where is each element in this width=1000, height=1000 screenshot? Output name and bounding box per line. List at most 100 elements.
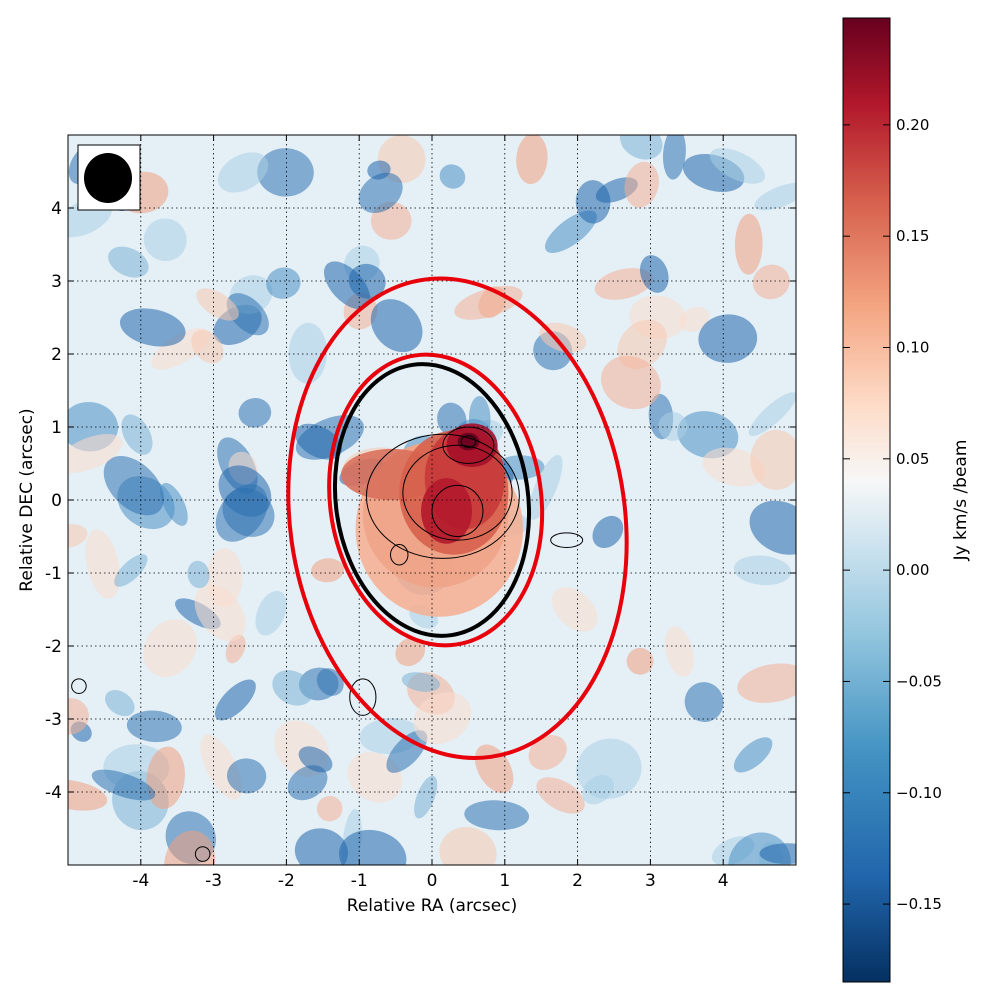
contour-line	[71, 678, 87, 694]
noise-blob	[266, 267, 301, 299]
noise-blob	[143, 218, 187, 262]
noise-blob	[316, 795, 343, 822]
noise-blob	[226, 293, 269, 336]
contour-line	[460, 435, 477, 448]
source-layer	[421, 478, 473, 544]
noise-blob	[91, 769, 156, 801]
y-tick-label: 3	[51, 272, 62, 292]
noise-blob	[619, 135, 663, 160]
colorbar-tick-label: 0.05	[896, 450, 929, 468]
x-axis-title: Relative RA (arcsec)	[347, 896, 517, 916]
x-tick-label: -1	[351, 871, 368, 891]
noise-blob	[539, 322, 587, 353]
noise-blob	[114, 554, 148, 587]
y-tick-label: -3	[45, 710, 62, 730]
intensity-map	[68, 135, 796, 865]
contour-line	[402, 444, 513, 541]
colorbar: −0.15 −0.10 −0.05 0.00 0.05 0.10 0.15 0.20 Jy k…	[842, 17, 971, 983]
x-tick-label: 2	[572, 871, 583, 891]
noise-blob	[754, 182, 796, 211]
y-tick-label: -2	[45, 637, 62, 657]
noise-blob	[439, 164, 466, 189]
colorbar-title: Jy km/s /beam	[951, 440, 971, 562]
noise-blob	[370, 299, 423, 353]
noise-blob	[464, 800, 530, 831]
noise-blob	[551, 587, 598, 632]
noise-blob	[338, 829, 407, 865]
noise-blob	[103, 456, 164, 516]
noise-blob	[68, 779, 108, 811]
y-axis-title: Relative DEC (arcsec)	[17, 408, 37, 591]
noise-blob	[146, 746, 185, 810]
contour-line	[390, 544, 409, 566]
noise-blob	[121, 414, 153, 455]
noise-blob	[255, 590, 287, 636]
noise-blob	[68, 698, 89, 735]
colorbar-tick-label: 0.10	[896, 338, 929, 356]
noise-blob	[414, 775, 438, 819]
noise-blob	[679, 306, 710, 332]
noise-blob	[196, 288, 239, 321]
noise-blob	[582, 774, 614, 805]
noise-blob	[287, 765, 328, 801]
noise-blob	[749, 500, 796, 555]
y-tick-label: -1	[45, 564, 62, 584]
noise-blob	[194, 584, 246, 642]
noise-blob	[191, 329, 224, 364]
x-tick-label: 1	[499, 871, 510, 891]
x-tick-label: 4	[718, 871, 729, 891]
noise-blob	[601, 355, 661, 410]
noise-blob	[108, 246, 149, 278]
noise-blob	[85, 529, 120, 599]
noise-blob	[663, 135, 686, 180]
y-tick-label: 0	[51, 491, 62, 511]
noise-blob	[215, 484, 268, 542]
noise-blob	[710, 148, 765, 184]
noise-blob	[226, 758, 267, 794]
contour-line	[349, 678, 377, 716]
noise-blob	[592, 515, 624, 549]
noise-blob	[323, 261, 371, 310]
noise-blob	[214, 679, 256, 721]
noise-blob	[225, 634, 246, 664]
aperture-ellipse	[332, 362, 532, 638]
noise-blob	[272, 670, 314, 706]
contours	[71, 426, 584, 862]
aperture-ellipse	[286, 276, 629, 760]
noise-blob	[698, 314, 758, 363]
noise-blob	[386, 730, 428, 773]
colorbar-tick-label: 0.20	[896, 116, 929, 134]
y-tick-label: 1	[51, 418, 62, 438]
noise-blob	[702, 447, 766, 487]
noise-blob	[752, 264, 790, 300]
noise-blob	[257, 148, 314, 197]
noise-blob	[298, 746, 333, 773]
colorbar-ticks: −0.15 −0.10 −0.05 0.00 0.05 0.10 0.15 0.20	[843, 116, 942, 913]
noise-blob	[733, 737, 773, 773]
noise-blob	[316, 668, 344, 696]
colorbar-tick-label: −0.10	[896, 784, 942, 802]
noise-blob	[439, 827, 497, 865]
colorbar-tick-label: −0.15	[896, 895, 942, 913]
noise-blob	[401, 672, 441, 692]
noise-blob	[626, 647, 654, 675]
noise-blob	[217, 152, 269, 193]
noise-blob	[68, 434, 123, 473]
colorbar-tick-label: 0.00	[896, 561, 929, 579]
noise-blob	[684, 682, 724, 722]
y-tick-label: 4	[51, 199, 62, 219]
beam-ellipse	[84, 153, 132, 203]
noise-blob	[294, 828, 348, 865]
noise-blob	[733, 555, 792, 586]
noise-blob	[395, 637, 426, 667]
contour-line	[194, 846, 211, 862]
noise-blob	[358, 172, 403, 214]
noise-blob	[594, 268, 653, 300]
contour-line	[550, 532, 584, 548]
noise-blob	[528, 454, 563, 520]
noise-blob	[413, 692, 472, 745]
beam-indicator	[77, 144, 141, 211]
x-tick-label: 3	[645, 871, 656, 891]
noise-blob	[294, 423, 343, 460]
